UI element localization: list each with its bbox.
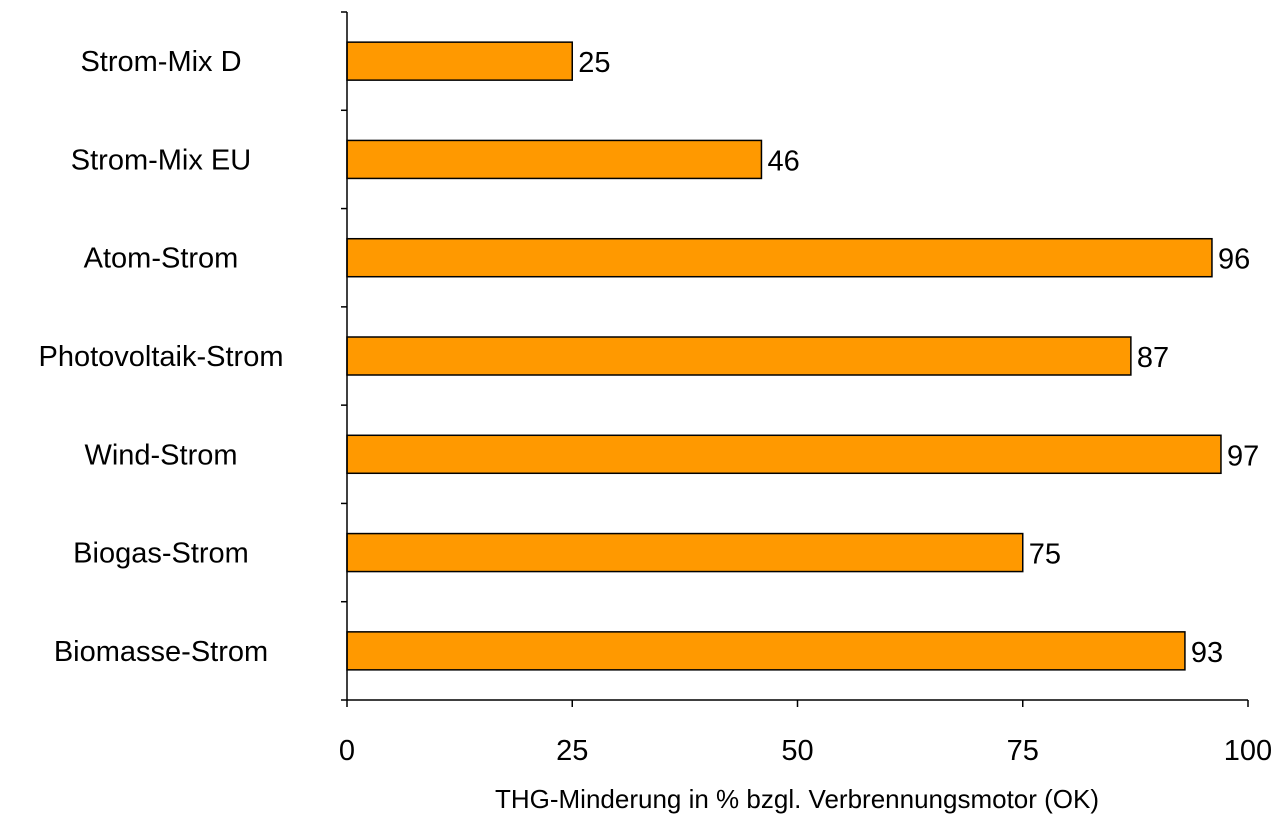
- x-tick-label: 0: [339, 735, 355, 767]
- category-label: Atom-Strom: [84, 243, 239, 275]
- category-label: Wind-Strom: [84, 439, 237, 471]
- x-tick-label: 75: [1007, 735, 1039, 767]
- x-axis-title: THG-Minderung in % bzgl. Verbrennungsmot…: [495, 784, 1099, 814]
- category-label: Strom-Mix EU: [71, 144, 251, 176]
- data-label: 97: [1227, 440, 1259, 472]
- labels-layer: Strom-Mix D 25 Strom-Mix EU 46 Atom-Strom 96 P…: [39, 46, 1273, 767]
- category-label: Biogas-Strom: [73, 538, 249, 570]
- x-tick-label: 25: [556, 735, 588, 767]
- data-label: 25: [578, 47, 610, 79]
- ticks-layer: [341, 11, 1249, 707]
- bar-3: [346, 336, 1132, 376]
- data-label: 46: [767, 145, 799, 177]
- category-label: Photovoltaik-Strom: [39, 341, 284, 373]
- data-label: 75: [1029, 539, 1061, 571]
- bars-layer: [346, 41, 1222, 671]
- bar-6: [346, 631, 1186, 671]
- bar-5: [346, 532, 1024, 573]
- bar-0: [346, 41, 573, 81]
- category-label: Strom-Mix D: [80, 46, 241, 78]
- bar-2: [346, 237, 1213, 278]
- bar-1: [346, 139, 763, 180]
- bar-4: [346, 434, 1222, 475]
- data-label: 96: [1218, 244, 1250, 276]
- x-tick-label: 100: [1224, 735, 1272, 767]
- x-tick-label: 50: [781, 735, 813, 767]
- data-label: 87: [1137, 342, 1169, 374]
- category-label: Biomasse-Strom: [54, 636, 268, 668]
- data-label: 93: [1191, 637, 1223, 669]
